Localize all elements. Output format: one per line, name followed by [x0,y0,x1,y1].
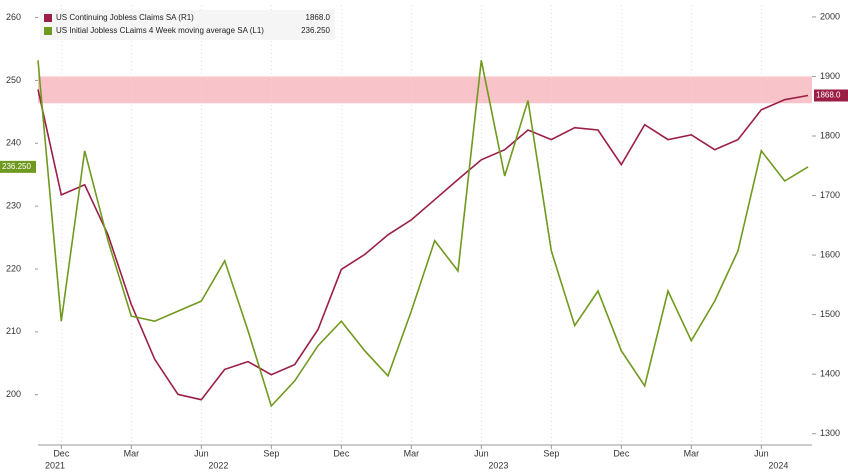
y2-tick-label: 1300 [820,428,840,438]
x-tick-label: Jun [194,448,209,458]
legend-label: US Continuing Jobless Claims SA (R1) [56,13,194,22]
series-line [37,60,809,408]
y-tick-label: 200 [6,389,21,399]
y-tick-label: 230 [6,201,21,211]
y2-tick-label: 2000 [820,11,840,21]
legend-swatch [44,27,52,35]
y-tick-label: 260 [6,12,21,22]
y2-tick-label: 1600 [820,249,840,259]
y2-tick-label: 1500 [820,309,840,319]
legend-value: 1868.0 [306,13,331,22]
year-label: 2023 [488,460,508,470]
y2-tick-label: 1800 [820,130,840,140]
year-label: 2024 [768,460,788,470]
x-tick-label: Mar [124,448,140,458]
x-tick-label: Jun [474,448,489,458]
y-tick-label: 220 [6,263,21,273]
x-tick-label: Jun [754,448,769,458]
highlight-band [38,76,812,104]
year-label: 2022 [208,460,228,470]
legend-value: 236.250 [301,26,330,35]
x-tick-label: Mar [684,448,700,458]
y-tick-label: 250 [6,75,21,85]
series-line [37,89,809,401]
y2-tick-label: 1400 [820,369,840,379]
legend-swatch [44,14,52,22]
y-tick-label: 210 [6,326,21,336]
x-tick-label: Dec [333,448,350,458]
x-tick-label: Sep [543,448,559,458]
value-tag [814,89,848,102]
x-tick-label: Mar [404,448,420,458]
value-tag [0,160,36,173]
legend-label: US Initial Jobless CLaims 4 Week moving … [56,26,264,35]
x-tick-label: Sep [263,448,279,458]
y-tick-label: 240 [6,138,21,148]
y2-tick-label: 1700 [820,190,840,200]
legend-box [40,10,335,40]
y2-tick-label: 1900 [820,71,840,81]
x-tick-label: Dec [613,448,630,458]
value-tag-label: 1868.0 [816,91,841,100]
year-label: 2021 [45,460,65,470]
x-tick-label: Dec [53,448,70,458]
value-tag-label: 236.250 [2,162,31,171]
